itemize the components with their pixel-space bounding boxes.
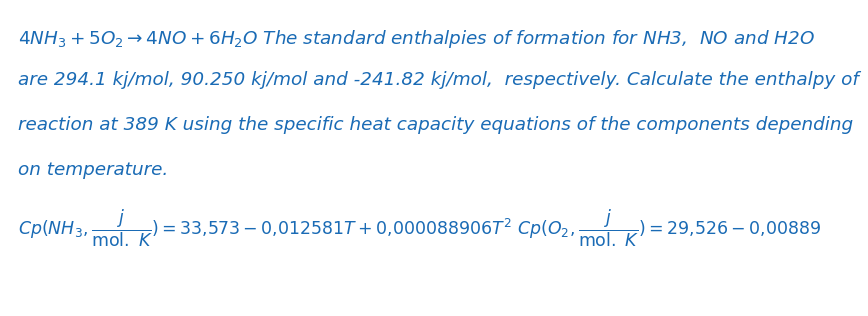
Text: reaction at 389 K using the specific heat capacity equations of the components d: reaction at 389 K using the specific hea… — [18, 116, 853, 134]
Text: $\mathit{Cp}(\mathit{NH}_3,\dfrac{\mathit{j}}{\mathrm{mol.}\ \mathit{K}}) = 33{,: $\mathit{Cp}(\mathit{NH}_3,\dfrac{\mathi… — [18, 208, 821, 249]
Text: $4NH_3 + 5O_2 \rightarrow 4NO + 6H_2O$ The standard enthalpies of formation for : $4NH_3 + 5O_2 \rightarrow 4NO + 6H_2O$ T… — [18, 28, 815, 50]
Text: on temperature.: on temperature. — [18, 161, 168, 179]
Text: are 294.1 kj/mol, 90.250 kj/mol and -241.82 kj/mol,  respectively. Calculate the: are 294.1 kj/mol, 90.250 kj/mol and -241… — [18, 71, 858, 89]
